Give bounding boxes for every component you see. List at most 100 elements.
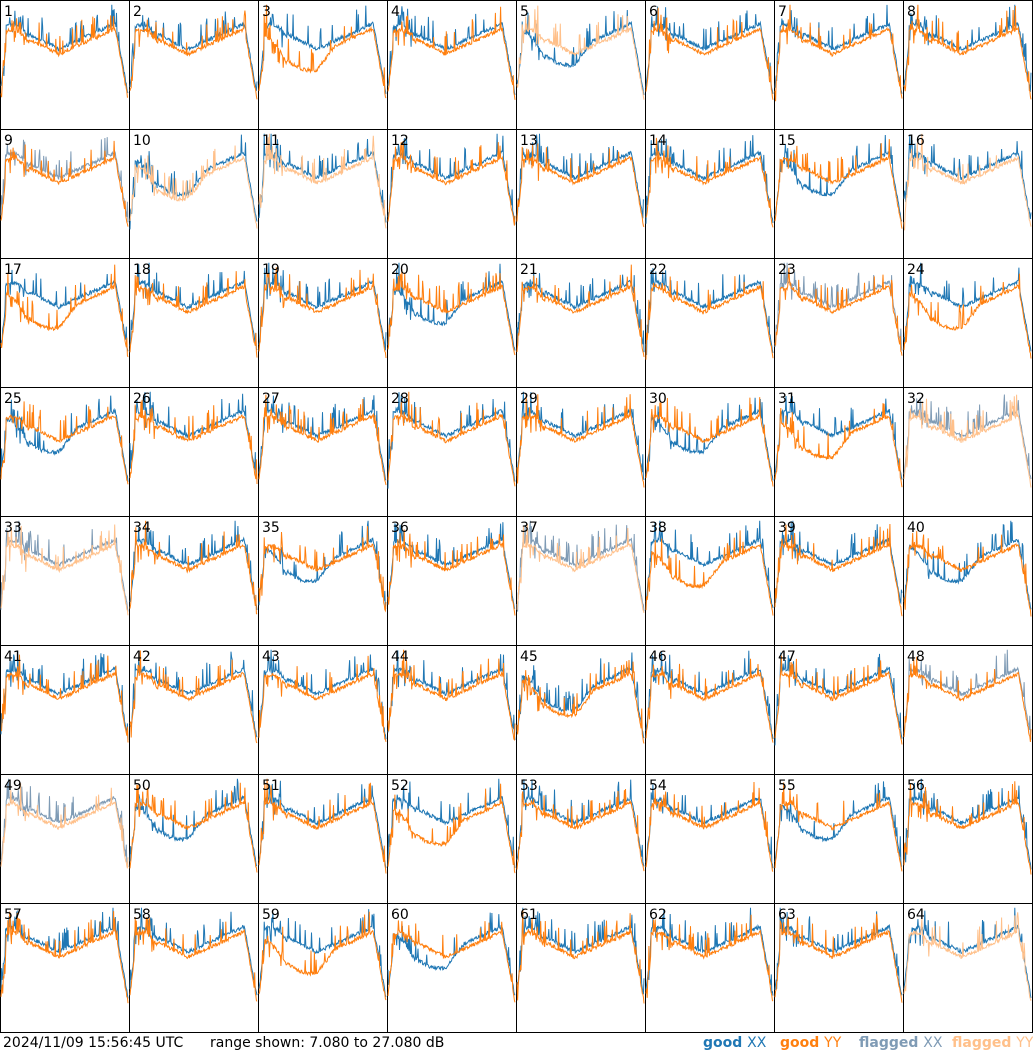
series-xx-line (516, 652, 645, 739)
series-yy-line (903, 656, 1032, 743)
tile-45: 45 (516, 645, 646, 775)
tile-frame (645, 645, 775, 775)
series-xx-line (0, 269, 129, 352)
series-yy-line (129, 650, 258, 744)
tile-number: 32 (907, 391, 925, 407)
tile-number: 18 (133, 262, 151, 278)
tile-number: 53 (520, 778, 538, 794)
tile-number: 28 (391, 391, 409, 407)
tile-42: 42 (129, 645, 259, 775)
tile-number: 55 (778, 778, 796, 794)
series-yy-line (129, 145, 258, 229)
series-yy-line (129, 399, 258, 485)
series-yy-line (258, 526, 387, 613)
tile-number: 21 (520, 262, 538, 278)
series-yy-line (387, 783, 516, 874)
tile-17: 17 (0, 258, 130, 388)
tile-27: 27 (258, 387, 388, 517)
tile-26: 26 (129, 387, 259, 517)
series-yy-line (129, 782, 258, 873)
series-yy-line (258, 4, 387, 99)
tile-frame (774, 903, 904, 1033)
series-yy-line (387, 391, 516, 487)
series-yy-line (387, 6, 516, 100)
tile-number: 30 (649, 391, 667, 407)
tile-number: 1 (4, 4, 13, 20)
tile-frame (516, 0, 646, 130)
tile-number: 44 (391, 649, 409, 665)
series-xx-line (258, 780, 387, 869)
legend-flagged-yy-pol: YY (1016, 1035, 1033, 1051)
tile-frame (129, 258, 259, 388)
series-yy-line (903, 912, 1032, 1001)
series-xx-line (258, 520, 387, 609)
tile-number: 24 (907, 262, 925, 278)
tile-28: 28 (387, 387, 517, 517)
series-xx-line (129, 778, 258, 867)
tile-58: 58 (129, 903, 259, 1033)
series-yy-line (903, 133, 1032, 231)
tile-22: 22 (645, 258, 775, 388)
series-xx-line (903, 520, 1032, 610)
series-xx-line (516, 907, 645, 995)
series-yy-line (774, 655, 903, 745)
series-yy-line (645, 530, 774, 616)
tile-number: 52 (391, 778, 409, 794)
tile-frame (387, 258, 517, 388)
series-yy-line (0, 524, 129, 616)
tile-number: 34 (133, 520, 151, 536)
series-xx-line (387, 133, 516, 225)
series-xx-line (645, 520, 774, 609)
tile-number: 27 (262, 391, 280, 407)
legend-flagged-yy-label: flagged (952, 1035, 1012, 1051)
tile-54: 54 (645, 774, 775, 904)
tile-number: 5 (520, 4, 529, 20)
legend-good-xx-label: good (703, 1035, 743, 1051)
tile-29: 29 (516, 387, 646, 517)
tile-37: 37 (516, 516, 646, 646)
tile-number: 11 (262, 133, 280, 149)
series-yy-line (0, 782, 129, 869)
tile-3: 3 (258, 0, 388, 130)
tile-63: 63 (774, 903, 904, 1033)
tile-frame (258, 0, 388, 130)
tile-number: 3 (262, 4, 271, 20)
series-xx-line (387, 912, 516, 996)
tile-number: 12 (391, 133, 409, 149)
tile-21: 21 (516, 258, 646, 388)
tile-number: 37 (520, 520, 538, 536)
tile-39: 39 (774, 516, 904, 646)
series-xx-line (0, 520, 129, 612)
series-xx-line (774, 781, 903, 867)
series-yy-line (0, 15, 129, 98)
series-xx-line (774, 4, 903, 94)
tile-number: 60 (391, 907, 409, 923)
tile-frame (516, 258, 646, 388)
legend-good-yy-pol: YY (824, 1035, 842, 1051)
series-yy-line (258, 911, 387, 1001)
series-yy-line (516, 523, 645, 614)
tile-51: 51 (258, 774, 388, 904)
tile-31: 31 (774, 387, 904, 517)
series-yy-line (129, 271, 258, 358)
tile-frame (903, 129, 1033, 259)
tile-number: 13 (520, 133, 538, 149)
series-yy-line (258, 133, 387, 229)
tile-number: 39 (778, 520, 796, 536)
tile-frame (774, 129, 904, 259)
series-xx-line (0, 653, 129, 741)
tile-59: 59 (258, 903, 388, 1033)
tile-25: 25 (0, 387, 130, 517)
tile-number: 43 (262, 649, 280, 665)
series-xx-line (0, 907, 129, 999)
series-xx-line (0, 4, 129, 94)
series-xx-line (129, 907, 258, 996)
tile-32: 32 (903, 387, 1033, 517)
series-yy-line (774, 913, 903, 1003)
series-yy-line (645, 397, 774, 487)
tile-number: 9 (4, 133, 13, 149)
series-yy-line (0, 401, 129, 485)
legend-flagged-yy: flagged YY (952, 1034, 1033, 1053)
tile-13: 13 (516, 129, 646, 259)
